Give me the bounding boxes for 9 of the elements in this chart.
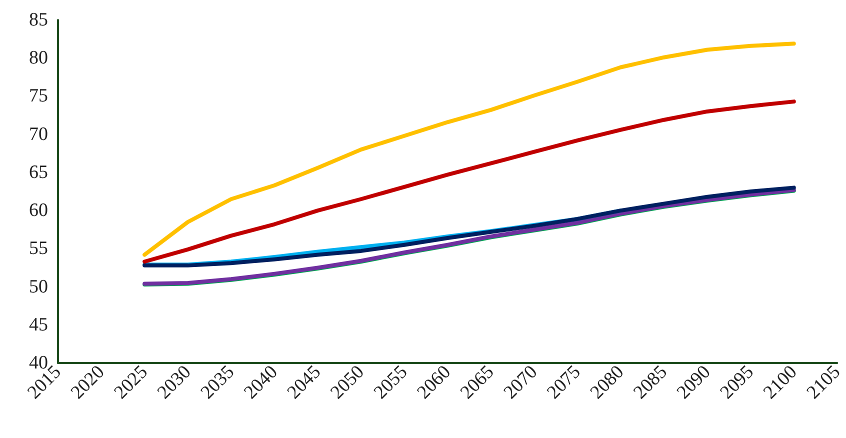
y-tick-label: 85	[29, 10, 48, 30]
y-tick-label: 80	[29, 48, 48, 69]
y-tick-label: 75	[29, 86, 48, 107]
y-tick-label: 60	[29, 200, 48, 222]
y-tick-label: 45	[29, 314, 48, 336]
y-tick-label: 55	[29, 238, 48, 260]
y-tick-label: 65	[29, 162, 48, 183]
y-tick-label: 50	[29, 276, 48, 298]
y-tick-label: 70	[29, 124, 48, 145]
